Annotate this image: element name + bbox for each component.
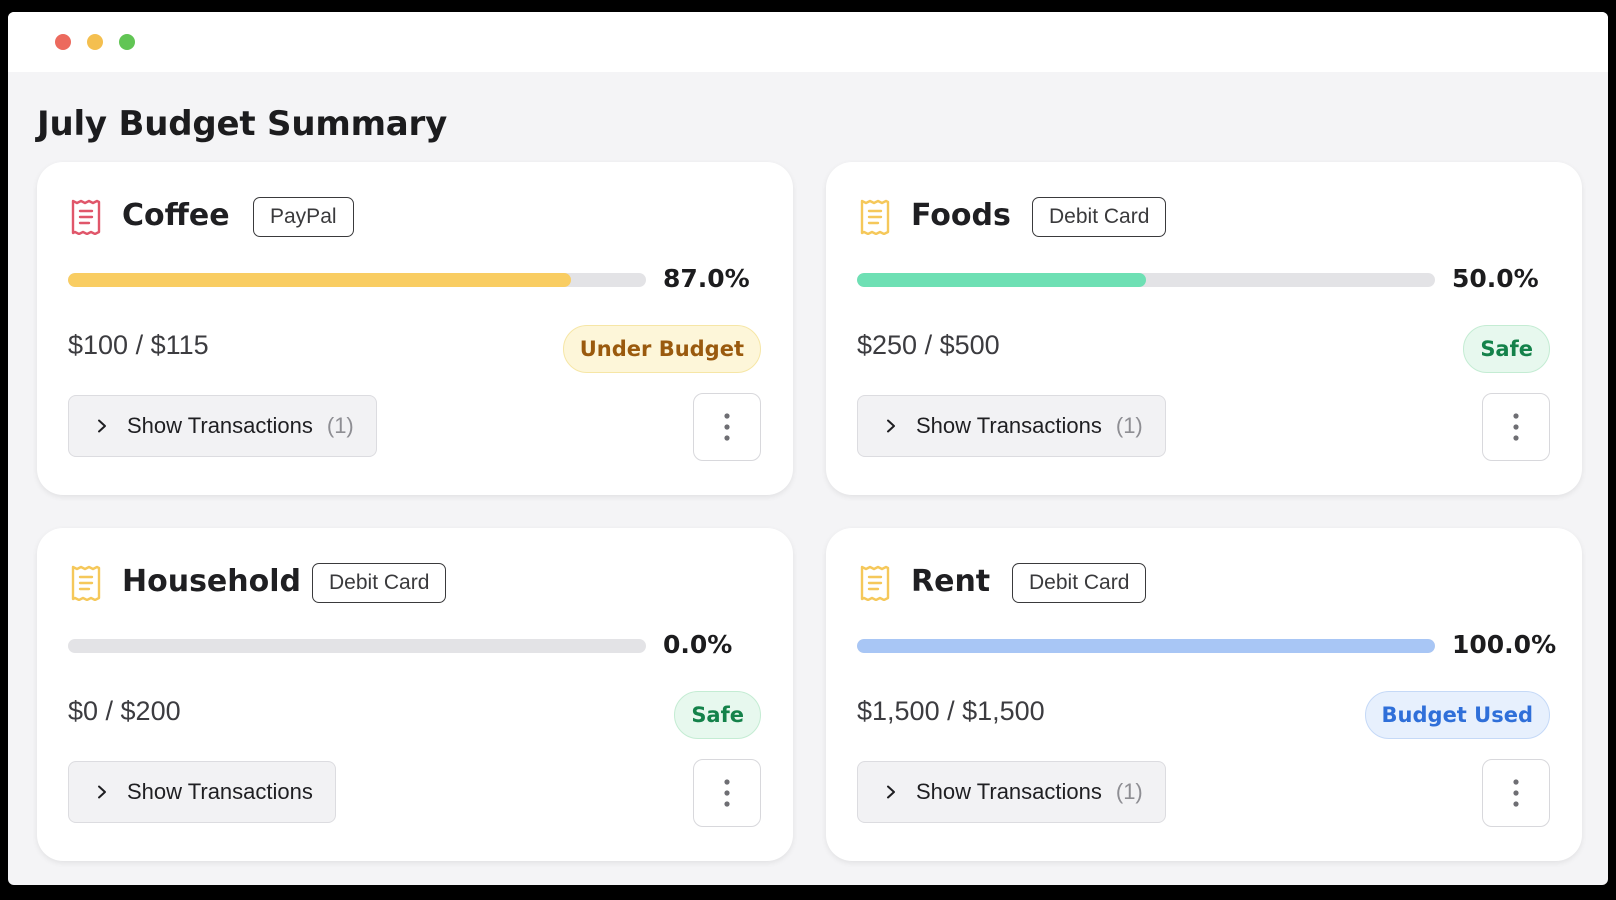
budget-percent: 87.0%	[663, 264, 750, 293]
app-window: July Budget Summary Coffee PayPal 87.0% …	[8, 12, 1608, 885]
show-transactions-button[interactable]: Show Transactions (1)	[857, 761, 1166, 823]
show-transactions-button[interactable]: Show Transactions	[68, 761, 336, 823]
transaction-count: (1)	[326, 413, 354, 438]
title-bar	[8, 12, 1608, 72]
receipt-icon	[860, 199, 890, 235]
more-vertical-icon	[1513, 413, 1519, 441]
budget-card-foods: Foods Debit Card 50.0% $250 / $500 Safe …	[826, 162, 1582, 495]
transaction-count: (1)	[1115, 779, 1143, 804]
more-vertical-icon	[724, 413, 730, 441]
budget-progress-bar	[857, 639, 1435, 653]
budget-percent: 0.0%	[663, 630, 733, 659]
budget-card-coffee: Coffee PayPal 87.0% $100 / $115 Under Bu…	[37, 162, 793, 495]
category-name: Rent	[911, 564, 991, 599]
chevron-right-icon	[98, 419, 106, 433]
close-window-button[interactable]	[55, 34, 71, 50]
category-name: Household	[122, 564, 302, 599]
receipt-icon	[71, 199, 101, 235]
more-options-button[interactable]	[1482, 393, 1550, 461]
budget-progress-fill	[857, 639, 1435, 653]
budget-progress-bar	[68, 639, 646, 653]
payment-method-chip: Debit Card	[1032, 197, 1167, 237]
budget-amount: $250 / $500	[857, 330, 1000, 360]
budget-amount: $100 / $115	[68, 330, 209, 360]
show-transactions-button[interactable]: Show Transactions (1)	[857, 395, 1166, 457]
status-badge: Budget Used	[1364, 691, 1550, 739]
page-title: July Budget Summary	[37, 104, 448, 144]
budget-progress-bar	[857, 273, 1435, 287]
chevron-right-icon	[887, 785, 895, 799]
chevron-right-icon	[98, 785, 106, 799]
more-options-button[interactable]	[693, 759, 761, 827]
status-badge: Under Budget	[562, 325, 761, 373]
more-vertical-icon	[1513, 779, 1519, 807]
budget-progress-fill	[68, 273, 571, 287]
more-options-button[interactable]	[693, 393, 761, 461]
status-badge: Safe	[1463, 325, 1550, 373]
category-name: Coffee	[122, 198, 230, 233]
category-name: Foods	[911, 198, 1011, 233]
more-vertical-icon	[724, 779, 730, 807]
budget-percent: 50.0%	[1452, 264, 1539, 293]
budget-card-rent: Rent Debit Card 100.0% $1,500 / $1,500 B…	[826, 528, 1582, 861]
budget-card-household: Household Debit Card 0.0% $0 / $200 Safe…	[37, 528, 793, 861]
receipt-icon	[860, 565, 890, 601]
show-transactions-label: Show Transactions	[127, 413, 313, 438]
payment-method-chip: PayPal	[253, 197, 354, 237]
show-transactions-label: Show Transactions	[916, 779, 1102, 804]
status-badge: Safe	[674, 691, 761, 739]
more-options-button[interactable]	[1482, 759, 1550, 827]
show-transactions-label: Show Transactions	[127, 779, 313, 804]
budget-progress-bar	[68, 273, 646, 287]
show-transactions-button[interactable]: Show Transactions (1)	[68, 395, 377, 457]
budget-amount: $0 / $200	[68, 696, 181, 726]
payment-method-chip: Debit Card	[312, 563, 447, 603]
budget-progress-fill	[857, 273, 1146, 287]
payment-method-chip: Debit Card	[1012, 563, 1147, 603]
minimize-window-button[interactable]	[87, 34, 103, 50]
budget-amount: $1,500 / $1,500	[857, 696, 1045, 726]
chevron-right-icon	[887, 419, 895, 433]
maximize-window-button[interactable]	[119, 34, 135, 50]
budget-percent: 100.0%	[1452, 630, 1557, 659]
transaction-count: (1)	[1115, 413, 1143, 438]
show-transactions-label: Show Transactions	[916, 413, 1102, 438]
receipt-icon	[71, 565, 101, 601]
